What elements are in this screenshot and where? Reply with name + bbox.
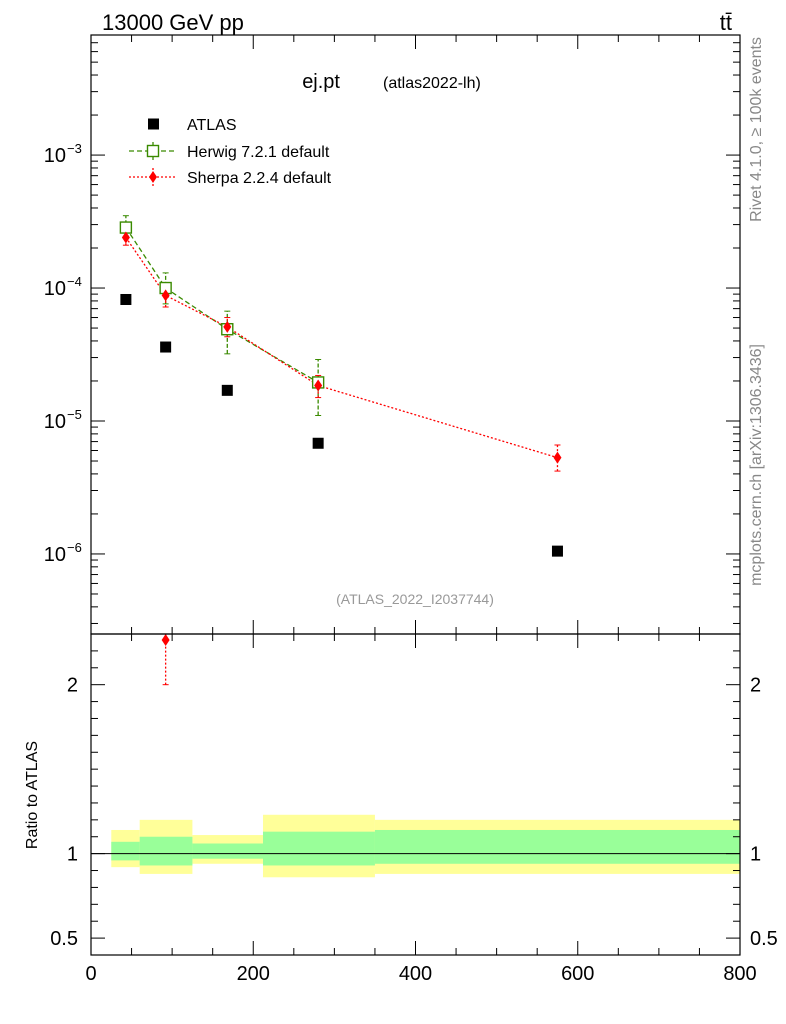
legend-sherpa-marker bbox=[149, 171, 157, 183]
x-tick-label: 800 bbox=[723, 963, 756, 985]
ratio-y-tick-label-right: 1 bbox=[750, 844, 761, 866]
ratio-y-tick-label-right: 2 bbox=[750, 675, 761, 697]
x-tick-label: 0 bbox=[85, 963, 96, 985]
ratio-y-tick-label: 1 bbox=[67, 844, 78, 866]
mcplots-label: mcplots.cern.ch [arXiv:1306.3436] bbox=[748, 344, 765, 586]
y-tick-label: 10 bbox=[44, 411, 66, 433]
uncertainty-band-inner bbox=[192, 843, 263, 859]
sherpa-line bbox=[125, 237, 558, 459]
ratio-y-tick-label: 0.5 bbox=[50, 928, 78, 950]
ratio-ylabel: Ratio to ATLAS bbox=[24, 741, 41, 849]
legend-label: ATLAS bbox=[187, 117, 237, 134]
y-tick-label: 10 bbox=[44, 544, 66, 566]
y-tick-exponent: −6 bbox=[67, 540, 82, 555]
atlas-point bbox=[312, 437, 324, 449]
main-axis-ticks: 10−610−510−410−3 bbox=[44, 34, 741, 634]
herwig-point bbox=[119, 221, 133, 234]
x-tick-label: 200 bbox=[237, 963, 270, 985]
ratio-y-tick-label: 2 bbox=[67, 675, 78, 697]
ratio-sherpa-point bbox=[161, 634, 170, 646]
herwig-line bbox=[125, 227, 319, 383]
sherpa-point bbox=[121, 231, 130, 244]
sherpa-point bbox=[161, 289, 170, 302]
legend-herwig-marker bbox=[146, 144, 160, 158]
ratio-band-layer bbox=[91, 814, 740, 878]
ratio-frame bbox=[90, 633, 741, 956]
atlas-point bbox=[551, 545, 563, 557]
y-tick-exponent: −5 bbox=[67, 407, 82, 422]
main-series-layer bbox=[119, 215, 563, 557]
ratio-series-layer bbox=[161, 634, 170, 686]
main-panel: 10−610−510−410−3 ej.pt (atlas2022-lh) (A… bbox=[44, 34, 741, 634]
x-tick-label: 600 bbox=[561, 963, 594, 985]
sherpa-point bbox=[223, 320, 232, 333]
energy-label: 13000 GeV pp bbox=[102, 10, 244, 35]
atlas-point bbox=[120, 293, 132, 305]
legend-label: Sherpa 2.2.4 default bbox=[187, 170, 332, 187]
legend-label: Herwig 7.2.1 default bbox=[187, 144, 330, 161]
plot-title: ej.pt bbox=[302, 71, 340, 93]
sherpa-point bbox=[553, 451, 562, 464]
y-tick-label: 10 bbox=[44, 145, 66, 167]
legend: ATLAS Herwig 7.2.1 default Sherpa 2.2.4 de… bbox=[129, 117, 332, 187]
ratio-y-tick-label-right: 0.5 bbox=[750, 928, 778, 950]
legend-atlas-marker bbox=[148, 118, 159, 130]
sherpa-point bbox=[314, 379, 323, 392]
analysis-watermark: (ATLAS_2022_I2037744) bbox=[336, 591, 494, 607]
uncertainty-band-inner bbox=[374, 829, 740, 864]
uncertainty-band-inner bbox=[111, 841, 140, 861]
uncertainty-band-inner bbox=[139, 836, 193, 866]
rivet-label: Rivet 4.1.0, ≥ 100k events bbox=[748, 37, 765, 222]
x-tick-label: 400 bbox=[399, 963, 432, 985]
atlas-point bbox=[160, 341, 172, 353]
y-tick-exponent: −3 bbox=[67, 141, 82, 156]
ratio-axis-ticks: 0.5 0.5 1 1 2 2 0 200 400 600 800 bbox=[50, 634, 778, 985]
process-label: tt̄ bbox=[720, 10, 732, 35]
atlas-point bbox=[221, 384, 233, 396]
y-tick-label: 10 bbox=[44, 278, 66, 300]
ratio-panel: 0.5 0.5 1 1 2 2 0 200 400 600 800 Ratio to ATLAS bbox=[24, 634, 778, 985]
uncertainty-band-inner bbox=[262, 831, 375, 866]
y-tick-exponent: −4 bbox=[67, 274, 82, 289]
plot-subtitle: (atlas2022-lh) bbox=[383, 75, 481, 92]
